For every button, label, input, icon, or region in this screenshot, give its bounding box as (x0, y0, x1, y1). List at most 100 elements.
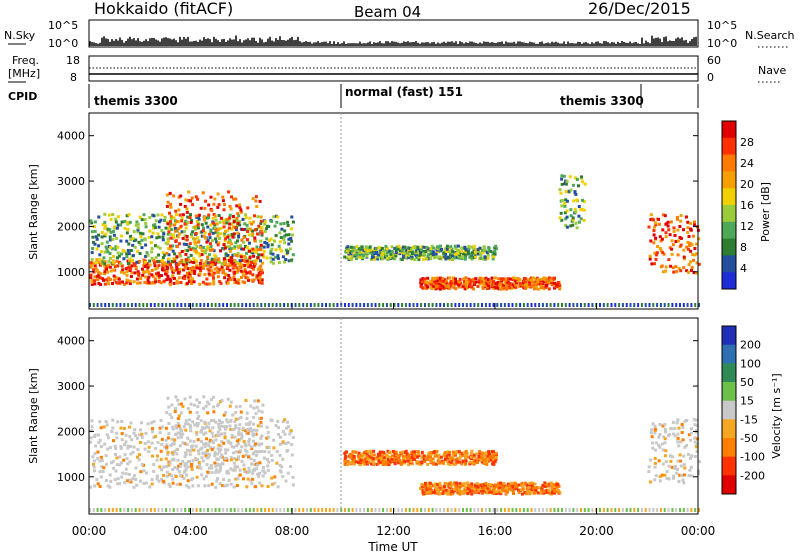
echo-cell (226, 281, 230, 285)
near-range-echo (599, 303, 601, 307)
echo-cell (118, 482, 122, 486)
echo-cell (219, 216, 223, 220)
echo-cell (89, 440, 93, 444)
echo-cell (661, 213, 665, 217)
echo-cell (109, 217, 113, 221)
echo-cell (558, 188, 562, 192)
echo-cell (370, 462, 373, 466)
near-range-echo (294, 508, 297, 512)
echo-cell (137, 272, 141, 275)
echo-cell (446, 255, 450, 259)
echo-cell (258, 417, 262, 420)
echo-cell (224, 262, 227, 266)
echo-cell (558, 491, 562, 494)
echo-cell (438, 461, 442, 465)
echo-cell (252, 422, 255, 426)
echo-cell (190, 464, 194, 468)
echo-cell (446, 450, 450, 454)
echo-cell (560, 182, 564, 186)
echo-cell (515, 276, 519, 280)
echo-cell (573, 207, 577, 211)
echo-cell (150, 478, 154, 481)
date-title: 26/Dec/2015 (588, 0, 691, 18)
echo-cell (558, 216, 562, 220)
near-range-echo (168, 303, 171, 307)
echo-cell (258, 461, 262, 465)
echo-cell (98, 253, 102, 257)
echo-cell (247, 278, 250, 282)
echo-cell (157, 276, 161, 280)
echo-cell (193, 227, 197, 231)
echo-cell (543, 481, 547, 485)
echo-cell (650, 428, 654, 432)
echo-cell (224, 411, 228, 415)
echo-cell (146, 278, 150, 282)
echo-cell (178, 267, 182, 271)
near-range-echo (203, 508, 206, 512)
echo-cell (678, 473, 682, 477)
echo-cell (148, 216, 152, 220)
echo-cell (97, 433, 100, 437)
echo-cell (375, 462, 379, 466)
echo-cell (236, 281, 240, 285)
echo-cell (252, 459, 256, 462)
echo-cell (239, 415, 243, 419)
echo-cell (683, 445, 687, 449)
echo-cell (698, 460, 701, 464)
echo-cell (539, 491, 543, 495)
echo-cell (368, 454, 372, 458)
echo-cell (132, 474, 136, 478)
echo-cell (120, 420, 124, 423)
echo-cell (232, 232, 236, 236)
echo-cell (165, 278, 169, 282)
echo-cell (461, 247, 465, 250)
echo-cell (113, 478, 117, 482)
echo-cell (167, 463, 171, 467)
echo-cell (240, 434, 244, 438)
echo-cell (144, 260, 148, 264)
echo-cell (661, 462, 665, 466)
near-range-echo (237, 303, 240, 307)
echo-cell (439, 487, 443, 491)
echo-cell (227, 241, 230, 245)
echo-cell (175, 452, 179, 456)
echo-cell (131, 477, 135, 481)
echo-cell (187, 199, 191, 203)
echo-cell (556, 488, 560, 492)
echo-cell (676, 440, 680, 444)
echo-cell (201, 459, 205, 463)
echo-cell (226, 254, 230, 257)
echo-cell (514, 285, 518, 289)
echo-cell (155, 236, 159, 240)
echo-cell (482, 486, 486, 490)
echo-cell (170, 458, 174, 462)
echo-cell (679, 459, 682, 463)
echo-cell (346, 459, 350, 463)
near-range-echo (142, 303, 145, 307)
echo-cell (453, 487, 457, 491)
echo-cell (169, 236, 173, 240)
echo-cell (92, 225, 96, 229)
echo-cell (207, 455, 211, 459)
near-range-echo (191, 303, 194, 307)
echo-cell (651, 217, 654, 221)
echo-cell (162, 232, 166, 236)
near-range-echo (283, 303, 286, 307)
echo-cell (649, 431, 653, 435)
echo-cell (269, 251, 273, 255)
echo-cell (116, 215, 120, 219)
echo-cell (545, 482, 549, 486)
echo-cell (128, 282, 132, 285)
echo-cell (499, 492, 503, 496)
echo-cell (365, 459, 368, 463)
echo-cell (520, 492, 524, 496)
echo-cell (219, 281, 223, 285)
echo-cell (191, 230, 195, 234)
echo-cell (535, 486, 539, 489)
echo-cell (290, 443, 294, 447)
echo-cell (192, 280, 196, 284)
echo-cell (234, 227, 238, 231)
echo-cell (209, 260, 212, 264)
echo-cell (166, 232, 170, 236)
